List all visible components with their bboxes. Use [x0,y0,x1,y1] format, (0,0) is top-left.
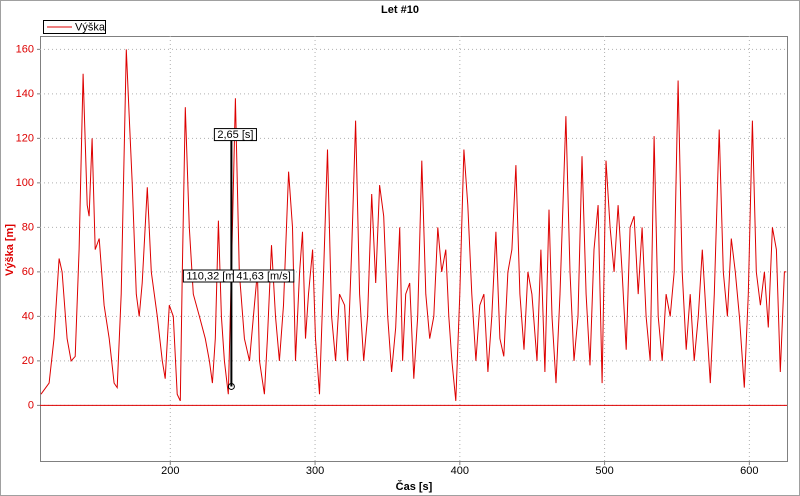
y-tick-label: 0 [28,399,34,411]
x-tick-label: 300 [306,465,324,477]
y-tick-label: 100 [16,177,34,189]
annotation: 110,32 [m] [186,270,237,282]
legend-label: Výška [75,21,106,33]
plot-area [40,36,788,462]
y-tick-label: 20 [22,355,34,367]
y-tick-label: 80 [22,221,34,233]
cursor-point [227,382,235,390]
annotation-box [232,269,295,283]
x-tick-label: 200 [161,465,179,477]
x-tick-label: 400 [451,465,469,477]
annotation: 2,65 [s] [217,129,253,141]
x-axis-label: Čas [s] [396,480,433,493]
y-tick-label: 160 [16,43,34,55]
line-series [40,49,787,402]
annotation-box [213,128,257,142]
chart-title: Let #10 [381,4,419,16]
x-tick-label: 500 [595,465,613,477]
annotation: 41,63 [m/s] [236,270,290,282]
y-tick-label: 40 [22,310,34,322]
y-tick-label: 60 [22,266,34,278]
x-tick-label: 600 [740,465,758,477]
y-axis-label: Výška [m] [4,224,16,276]
legend-box [43,20,106,34]
y-tick-label: 140 [16,88,34,100]
y-tick-label: 120 [16,132,34,144]
